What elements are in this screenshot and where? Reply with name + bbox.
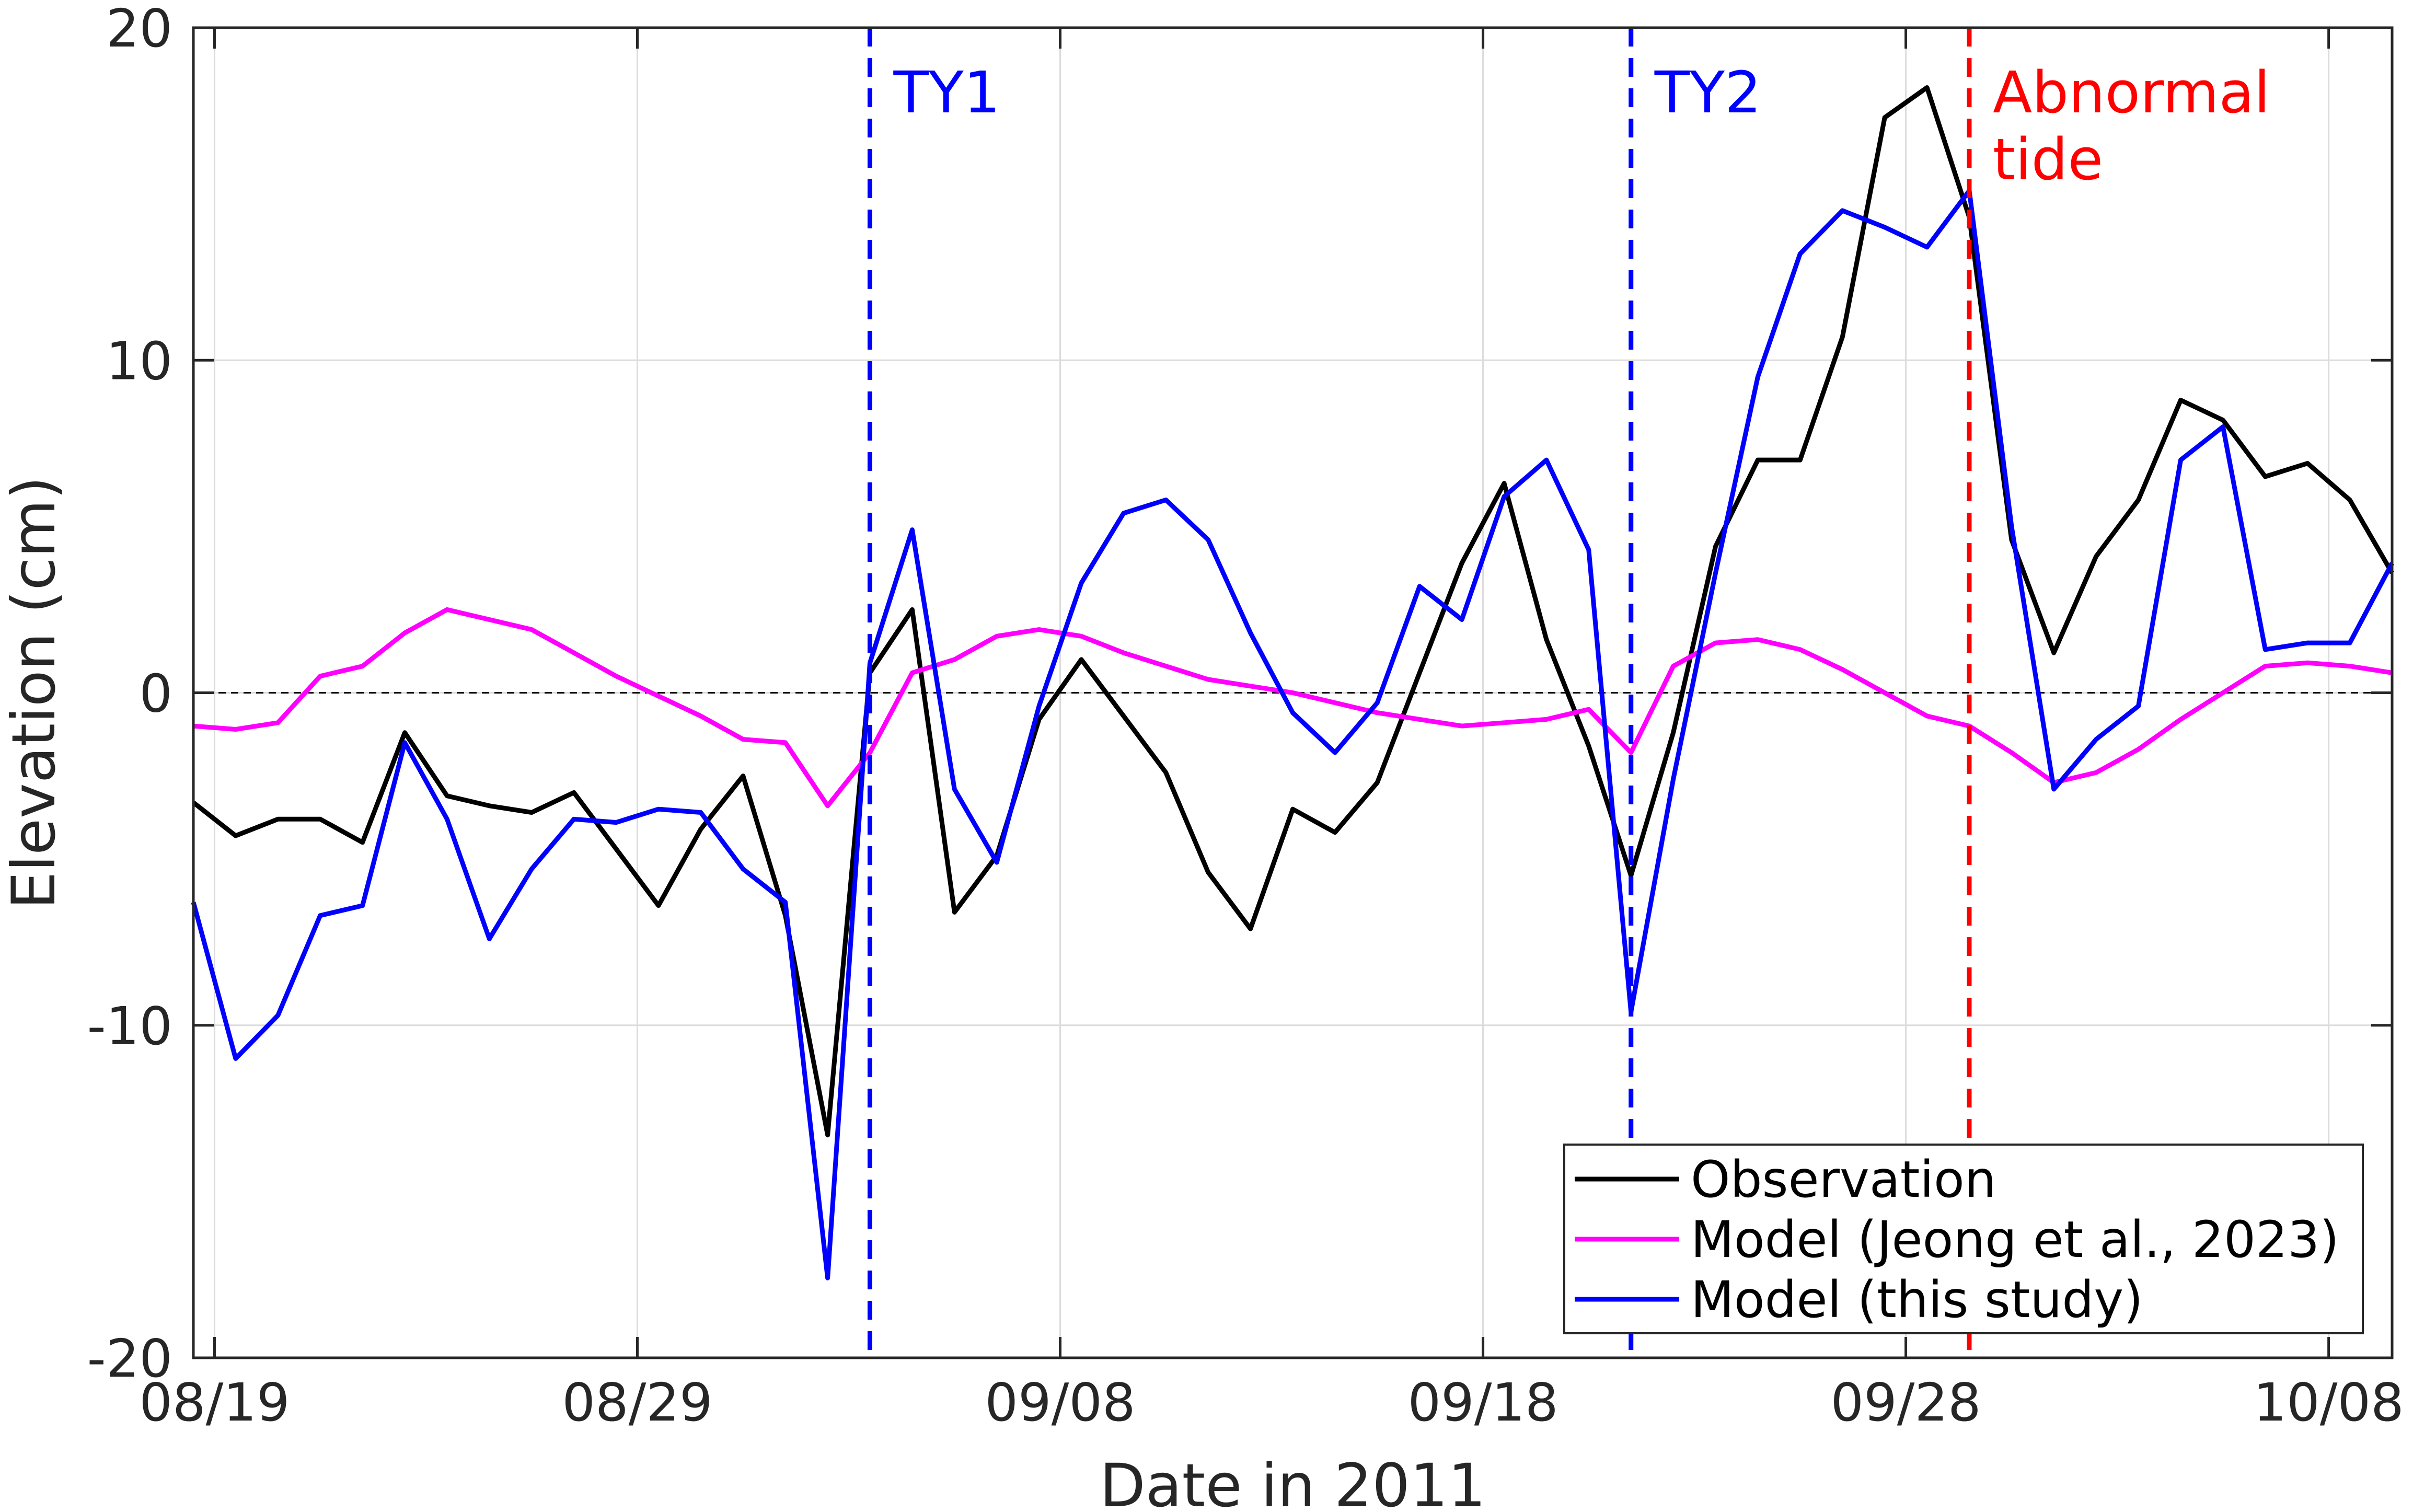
x-tick-label: 09/28 <box>1831 1372 1981 1433</box>
annotation-label-abnormal-tide: Abnormal tide <box>1993 59 2270 193</box>
legend-label: Observation <box>1691 1150 1996 1209</box>
legend-box <box>1563 1144 2364 1334</box>
y-tick-label: 0 <box>139 663 172 724</box>
annotations: TY1 TY2 Abnormal tide <box>867 28 2270 1358</box>
series-line-observation <box>192 85 2394 1138</box>
annotation-label-ty1: TY1 <box>893 59 1000 126</box>
x-tick-label: 09/08 <box>985 1372 1135 1433</box>
series-lines <box>191 85 2394 1280</box>
legend-label: Model (this study) <box>1691 1271 2143 1329</box>
x-tick-label: 08/19 <box>139 1372 290 1433</box>
y-tick-label: -10 <box>87 996 172 1057</box>
x-tick-label: 08/29 <box>562 1372 712 1433</box>
annotation-label-ty2: TY2 <box>1654 59 1761 126</box>
series-line-model-this-study <box>191 188 2394 1280</box>
y-axis-title: Elevation (cm) <box>0 476 68 909</box>
x-axis-title: Date in 2011 <box>1100 1451 1486 1512</box>
x-tick-label: 09/18 <box>1407 1372 1558 1433</box>
series-line-model-jeong-et-al-2023 <box>193 607 2393 809</box>
y-tick-label: -20 <box>87 1328 172 1389</box>
y-tick-label: 20 <box>106 0 172 59</box>
y-tick-label: 10 <box>106 330 172 391</box>
legend-label: Model (Jeong et al., 2023) <box>1691 1210 2339 1269</box>
x-tick-label: 10/08 <box>2254 1372 2404 1433</box>
tick-labels: 08/19 08/29 09/08 09/18 09/28 10/08 -20 -10 0 10 2… <box>87 0 2404 1433</box>
